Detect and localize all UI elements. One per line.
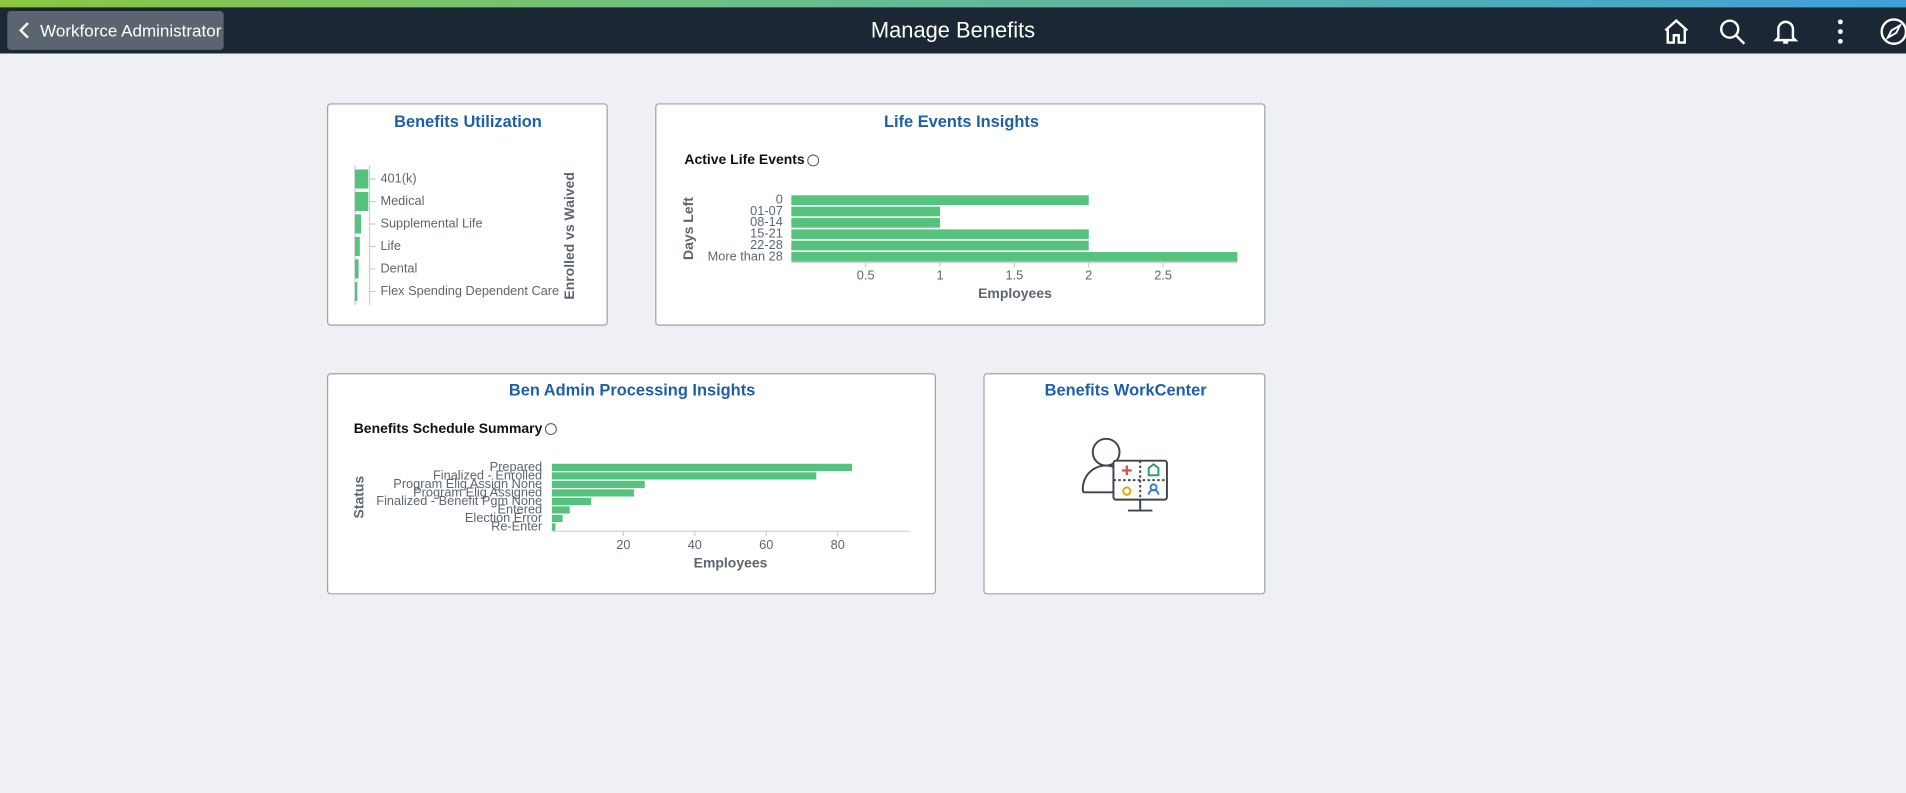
- info-icon[interactable]: [544, 423, 557, 436]
- category-label: 15-21: [750, 226, 783, 241]
- notifications-icon[interactable]: [1771, 17, 1800, 46]
- bar: [354, 169, 369, 189]
- axis-label: Enrolled vs Waived: [561, 172, 577, 300]
- bar: [791, 218, 941, 228]
- category-label: Finalized - Benefit Pgm None: [376, 493, 542, 508]
- category-label: Finalized - Enrolled: [433, 467, 542, 482]
- tile[interactable]: Benefits Utilization 401(k) Medical Supple…: [326, 103, 608, 326]
- home-icon[interactable]: [1662, 17, 1691, 46]
- tile-content: Benefits WorkCenter: [1045, 382, 1208, 512]
- page-title: Manage Benefits: [870, 18, 1036, 43]
- bar: [791, 195, 1089, 205]
- bar: [551, 523, 556, 531]
- x-tick-label: 2: [1085, 267, 1092, 282]
- category-label: 01-07: [750, 203, 783, 218]
- actions-icon[interactable]: [1826, 17, 1855, 46]
- back-button[interactable]: Workforce Administrator: [7, 10, 224, 50]
- tile-title: Benefits WorkCenter: [1045, 382, 1208, 400]
- info-icon[interactable]: [807, 154, 820, 167]
- category-label: 401(k): [380, 170, 416, 185]
- bar: [791, 206, 941, 217]
- tile-content: Benefits Utilization 401(k) Medical Supple…: [354, 113, 577, 306]
- tile-title: Ben Admin Processing Insights: [509, 382, 755, 400]
- x-tick-label: 1.5: [1006, 267, 1024, 282]
- category-label: Re-Enter: [491, 518, 543, 533]
- category-label: Entered: [497, 501, 542, 516]
- x-tick-label: 0.5: [857, 267, 875, 282]
- header-bar: Workforce Administrator Manage Benefits: [0, 7, 1906, 54]
- chart-subtitle: Active Life Events: [684, 151, 805, 167]
- tile[interactable]: Life Events Insights Active Life Events 0…: [655, 103, 1266, 326]
- tile[interactable]: Ben Admin Processing Insights Benefits S…: [326, 373, 936, 595]
- chart-subtitle: Benefits Schedule Summary: [354, 420, 543, 436]
- category-label: Election Error: [465, 510, 543, 525]
- category-label: Program Elig Assign None: [393, 476, 542, 491]
- bar: [354, 214, 362, 234]
- bar: [354, 191, 369, 212]
- back-icon: [18, 22, 29, 39]
- y-axis-label: Days Left: [680, 197, 696, 260]
- bar: [551, 463, 853, 471]
- tile-content: Ben Admin Processing Insights Benefits S…: [350, 382, 910, 571]
- x-tick-label: 80: [831, 537, 845, 552]
- tile-content: Life Events Insights Active Life Events 0…: [680, 113, 1238, 301]
- bar: [551, 514, 563, 523]
- bar: [551, 506, 570, 514]
- bar: [791, 252, 1238, 262]
- tile-title: Life Events Insights: [884, 113, 1039, 131]
- bar: [354, 259, 359, 279]
- bar: [791, 229, 1089, 240]
- category-label: Flex Spending Dependent Care: [380, 283, 559, 298]
- category-label: Medical: [380, 193, 424, 208]
- x-tick-label: 1: [936, 267, 943, 282]
- category-label: Program Elig Assigned: [413, 484, 542, 499]
- bar: [551, 489, 635, 497]
- x-tick-label: 60: [759, 537, 773, 552]
- x-tick-label: 40: [688, 537, 702, 552]
- search-icon[interactable]: [1718, 17, 1747, 46]
- back-label: Workforce Administrator: [40, 20, 222, 41]
- brand-stripe: [0, 0, 1906, 8]
- x-axis-label: Employees: [694, 555, 768, 571]
- tile[interactable]: Benefits WorkCenter: [983, 373, 1266, 595]
- navbar-icon[interactable]: [1878, 17, 1906, 46]
- bar: [551, 497, 592, 506]
- category-label: 08-14: [750, 214, 783, 229]
- category-label: Prepared: [490, 459, 542, 474]
- bar: [791, 240, 1089, 251]
- category-label: 0: [776, 192, 783, 207]
- category-label: More than 28: [708, 248, 783, 263]
- bar: [551, 480, 645, 489]
- bar: [354, 281, 358, 301]
- category-label: Supplemental Life: [380, 215, 482, 230]
- bar: [354, 236, 360, 257]
- y-axis-label: Status: [350, 476, 366, 519]
- workcenter-icon: [1081, 437, 1168, 512]
- x-tick-label: 2.5: [1154, 267, 1172, 282]
- x-axis-label: Employees: [978, 285, 1052, 301]
- category-label: 22-28: [750, 237, 783, 252]
- x-tick-label: 20: [616, 537, 630, 552]
- category-label: Dental: [380, 260, 417, 275]
- category-label: Life: [380, 238, 401, 253]
- bar: [551, 472, 817, 480]
- tile-title: Benefits Utilization: [394, 113, 542, 131]
